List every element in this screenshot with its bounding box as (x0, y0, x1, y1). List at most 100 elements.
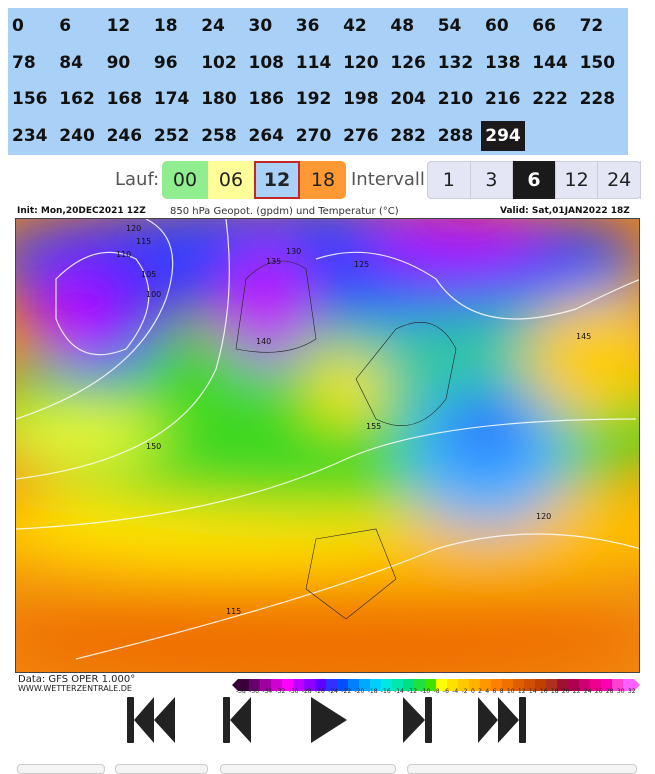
previous-frame-button[interactable] (223, 697, 253, 743)
hour-60[interactable]: 60 (485, 16, 509, 36)
hour-180[interactable]: 180 (201, 89, 237, 109)
hour-270[interactable]: 270 (295, 125, 332, 146)
hour-90[interactable]: 90 (106, 52, 131, 73)
hour-120[interactable]: 120 (343, 52, 379, 73)
hour-210[interactable]: 210 (437, 89, 474, 109)
interval-24[interactable]: 24 (598, 161, 641, 199)
contour-label: 145 (576, 332, 591, 341)
colorbar-tick: 0 (470, 688, 475, 695)
hour-138[interactable]: 138 (485, 52, 521, 73)
run-18[interactable]: 18 (300, 161, 346, 199)
bottom-button[interactable] (17, 764, 105, 774)
hour-246[interactable]: 246 (106, 125, 143, 146)
colorbar-swatch (238, 679, 250, 691)
hour-84[interactable]: 84 (59, 52, 83, 73)
intervall-label: Intervall (351, 169, 425, 190)
hour-0[interactable]: 0 (12, 16, 24, 36)
hour-12[interactable]: 12 (106, 16, 131, 36)
site-credit: WWW.WETTERZENTRALE.DE (18, 684, 132, 693)
colorbar-tick: 6 (492, 688, 497, 695)
hour-78[interactable]: 78 (12, 52, 36, 73)
hour-222[interactable]: 222 (532, 89, 568, 109)
colorbar-tick: -6 (442, 688, 449, 695)
colorbar-swatch (579, 679, 591, 691)
hour-114[interactable]: 114 (295, 52, 332, 73)
prev-icon (223, 697, 251, 743)
hour-192[interactable]: 192 (295, 89, 332, 109)
hour-186[interactable]: 186 (248, 89, 285, 109)
hour-198[interactable]: 198 (343, 89, 379, 109)
hour-282[interactable]: 282 (390, 125, 426, 146)
contour-label: 120 (126, 224, 141, 233)
first-frame-button[interactable] (127, 697, 177, 743)
last-frame-button[interactable] (478, 697, 528, 743)
interval-1[interactable]: 1 (428, 161, 471, 199)
hour-162[interactable]: 162 (59, 89, 95, 109)
hour-240[interactable]: 240 (59, 125, 95, 146)
run-12[interactable]: 12 (254, 161, 300, 199)
run-00[interactable]: 00 (162, 161, 208, 199)
hour-168[interactable]: 168 (106, 89, 143, 109)
hour-96[interactable]: 96 (153, 52, 178, 73)
hour-36[interactable]: 36 (295, 16, 320, 36)
hour-234[interactable]: 234 (12, 125, 48, 146)
hour-156[interactable]: 156 (12, 89, 48, 109)
hour-6[interactable]: 6 (59, 16, 72, 36)
colorbar-tick: 12 (517, 688, 526, 695)
colorbar-tick: 24 (583, 688, 592, 695)
colorbar-arrow-right (634, 679, 640, 691)
hour-24[interactable]: 24 (201, 16, 225, 36)
lauf-label: Lauf: (115, 169, 160, 190)
hour-54[interactable]: 54 (437, 16, 462, 36)
hour-66[interactable]: 66 (532, 16, 556, 36)
hour-18[interactable]: 18 (153, 16, 178, 36)
colorbar-swatch (392, 679, 404, 691)
hour-294[interactable]: 294 (481, 120, 525, 151)
hour-288[interactable]: 288 (437, 125, 474, 146)
hour-72[interactable]: 72 (579, 16, 604, 36)
hour-126[interactable]: 126 (390, 52, 426, 73)
map-title: 850 hPa Geopot. (gpdm) und Temperatur (°… (170, 206, 399, 217)
interval-12[interactable]: 12 (556, 161, 599, 199)
hour-174[interactable]: 174 (153, 89, 190, 109)
colorbar-swatch (557, 679, 569, 691)
data-source: Data: GFS OPER 1.000° (18, 674, 136, 685)
colorbar-swatch (546, 679, 558, 691)
hour-30[interactable]: 30 (248, 16, 273, 36)
hour-264[interactable]: 264 (248, 125, 285, 146)
colorbar-tick: -24 (328, 688, 339, 695)
hour-144[interactable]: 144 (532, 52, 568, 73)
colorbar-swatch (502, 679, 514, 691)
play-button[interactable] (311, 697, 347, 743)
hour-48[interactable]: 48 (390, 16, 415, 36)
colorbar-tick: 8 (499, 688, 504, 695)
hour-150[interactable]: 150 (579, 52, 616, 73)
weather-map[interactable]: 120 115 110 105 100 130 135 125 140 145 150 155 120 1… (15, 218, 640, 673)
colorbar-tick: -34 (262, 688, 273, 695)
colorbar-tick: -36 (249, 688, 259, 695)
hour-258[interactable]: 258 (201, 125, 237, 146)
hour-204[interactable]: 204 (390, 89, 426, 109)
hour-132[interactable]: 132 (437, 52, 474, 73)
hour-276[interactable]: 276 (343, 125, 379, 146)
next-frame-button[interactable] (403, 697, 433, 743)
colorbar-swatch (337, 679, 349, 691)
hour-102[interactable]: 102 (201, 52, 237, 73)
interval-3[interactable]: 3 (471, 161, 514, 199)
hour-108[interactable]: 108 (248, 52, 285, 73)
bottom-button[interactable] (220, 764, 396, 774)
next-icon (403, 697, 432, 743)
run-06[interactable]: 06 (208, 161, 254, 199)
hour-42[interactable]: 42 (343, 16, 367, 36)
colorbar-swatch (491, 679, 503, 691)
hour-252[interactable]: 252 (153, 125, 190, 146)
hour-216[interactable]: 216 (485, 89, 521, 109)
contour-label: 120 (536, 512, 551, 521)
colorbar-tick: 22 (572, 688, 581, 695)
colorbar-tick: -28 (301, 688, 312, 695)
interval-6[interactable]: 6 (513, 161, 556, 199)
bottom-button[interactable] (115, 764, 208, 774)
bottom-button[interactable] (407, 764, 637, 774)
colorbar-swatch (513, 679, 525, 691)
hour-228[interactable]: 228 (579, 89, 616, 109)
